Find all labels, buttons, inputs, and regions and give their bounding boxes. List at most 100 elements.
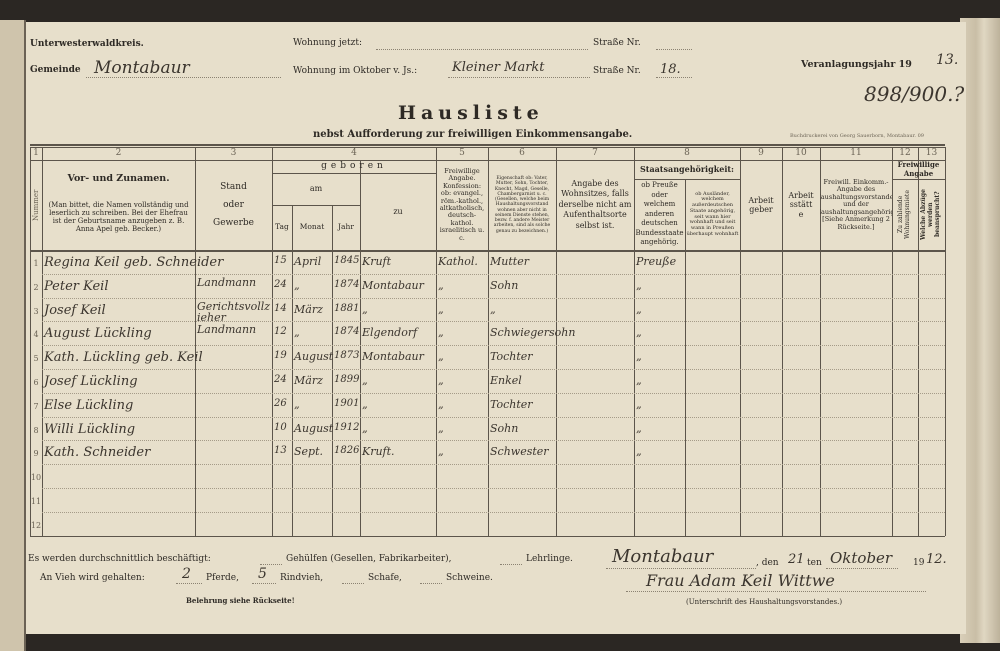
header-am: am: [309, 184, 323, 194]
cell-konf: „: [438, 445, 444, 459]
cell-name: Else Lückling: [44, 397, 134, 413]
column-divider: [918, 147, 919, 536]
column-divider: [292, 205, 293, 536]
place-fill-line: [606, 568, 756, 569]
cell-zu: „: [362, 421, 368, 435]
cell-jahr: 1912: [334, 421, 360, 433]
column-number: 8: [684, 148, 690, 158]
cell-jahr: 1845: [334, 255, 360, 266]
october-residence-fill-line: [448, 77, 590, 78]
cell-staat: „: [636, 374, 642, 387]
cell-jahr: 1873: [334, 350, 360, 362]
cell-name: Kath. Schneider: [44, 445, 151, 461]
header-einkommen: Freiwill. Einkomm.-Angabe des Haushaltun…: [820, 177, 892, 231]
row-ruling: [42, 440, 945, 442]
column-divider: [782, 147, 783, 536]
cell-staat: „: [636, 278, 642, 292]
cattle-label: Rindvieh,: [280, 573, 324, 583]
cell-staat: „: [636, 350, 642, 364]
cell-eigen: Tochter: [490, 397, 533, 411]
october-street-fill-line: [656, 77, 692, 78]
household-list-form: Unterwesterwaldkreis. Gemeinde Montabaur…: [26, 22, 966, 634]
column-number: 1: [33, 148, 39, 158]
row-ruling: [42, 464, 945, 466]
cell-name: Josef Lückling: [44, 374, 138, 389]
livestock-label: An Vieh wird gehalten:: [40, 573, 145, 583]
cell-tag: 24: [274, 374, 287, 385]
row-number: 7: [33, 401, 39, 411]
cell-monat: „: [294, 278, 300, 292]
header-nummer: Nummer: [31, 189, 40, 221]
column-number: 11: [850, 148, 862, 158]
column-divider: [945, 147, 946, 536]
column-divider: [820, 147, 821, 536]
sheep-label: Schafe,: [368, 573, 402, 583]
cell-stand: Landmann: [197, 323, 257, 337]
month-fill-line: [826, 568, 898, 569]
row-ruling: [42, 297, 945, 299]
current-residence-fill-line: [376, 49, 588, 50]
apprentices-fill-line: [500, 564, 522, 565]
october-street-value: 18.: [660, 62, 681, 77]
household-table: 1 2 3 4 5 6 7 8 9 10 11 12 13 Nummer Vor- und Zunamen.…: [26, 22, 966, 622]
cell-name: Josef Keil: [44, 302, 106, 318]
column-number: 5: [459, 148, 465, 158]
header-eigenschaft: Eigenschaft ob: Vater, Mutter, Sohn, Toc…: [493, 175, 551, 234]
page-title: Hausliste: [398, 102, 544, 124]
printer-imprint: Buchdruckerei von Georg Sauerborn, Monta…: [790, 133, 924, 139]
column-number: 10: [795, 148, 807, 158]
cell-jahr: 1826: [334, 445, 360, 457]
signature-label: (Unterschrift des Haushaltungsvorstandes…: [686, 598, 843, 606]
number-row-line: [30, 160, 945, 161]
column-number: 12: [899, 148, 911, 158]
cell-zu: Elgendorf: [362, 326, 418, 340]
signature-fill-line: [626, 591, 926, 592]
top-rule: [30, 144, 945, 146]
cell-zu: Kruft: [362, 255, 392, 268]
row-ruling: [42, 273, 945, 275]
cell-eigen: Schwester: [490, 445, 549, 459]
cell-jahr: 1874: [334, 278, 360, 290]
municipality-value: Montabaur: [94, 58, 190, 78]
column-divider: [740, 147, 741, 536]
header-zu: zu: [393, 206, 403, 216]
cell-staat: „: [636, 445, 642, 459]
year-value: 12.: [926, 552, 947, 567]
cell-zu: Kruft.: [362, 445, 395, 459]
cell-name: Willi Lückling: [44, 421, 136, 437]
row-ruling: [42, 392, 945, 394]
cell-eigen: Sohn: [490, 278, 519, 292]
cell-tag: 19: [274, 350, 287, 362]
row-number: 1: [33, 259, 39, 268]
row-number: 4: [33, 330, 39, 340]
row-number: 2: [33, 282, 39, 292]
row-ruling: [42, 369, 945, 370]
october-residence-label: Wohnung im Oktober v. Js.:: [293, 66, 418, 76]
cell-stand: Landmann: [197, 275, 257, 289]
header-tag: Tag: [275, 222, 289, 232]
cell-staat: „: [636, 397, 642, 411]
row-number: 11: [30, 497, 42, 506]
header-arbeitgeber: Arbeitgeber: [748, 195, 774, 214]
cell-staat: „: [636, 302, 642, 316]
column-divider: [436, 147, 437, 536]
year-prefix: 19: [913, 558, 925, 568]
row-number: 5: [33, 354, 39, 364]
pigs-label: Schweine.: [446, 573, 493, 583]
freiwillige-line: [892, 179, 945, 180]
column-divider: [30, 147, 31, 536]
column-number: 4: [351, 148, 357, 158]
header-abzuege: Welche Abzüge werden beansprucht?: [920, 189, 941, 240]
column-divider: [892, 147, 893, 536]
staat-line: [634, 179, 740, 180]
pigs-fill-line: [420, 583, 442, 584]
cell-konf: Kathol.: [438, 255, 478, 268]
cell-tag: 10: [274, 421, 287, 433]
current-street-fill-line: [656, 49, 692, 50]
cell-eigen: Enkel: [490, 374, 522, 387]
day-value: 21: [788, 552, 805, 567]
employed-label: Es werden durchschnittlich beschäftigt:: [28, 554, 211, 564]
cattle-value: 5: [258, 566, 267, 582]
cell-jahr: 1874: [334, 326, 360, 338]
assessment-year-value: 13.: [936, 52, 959, 68]
